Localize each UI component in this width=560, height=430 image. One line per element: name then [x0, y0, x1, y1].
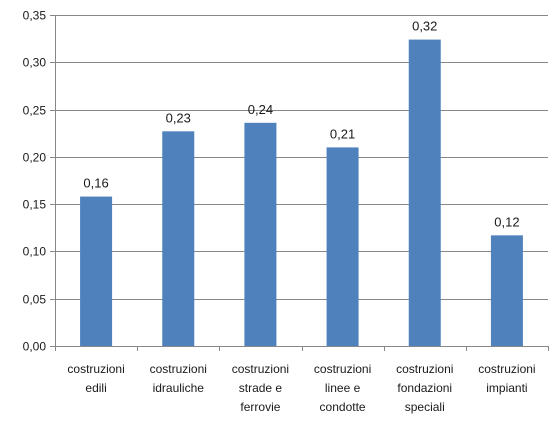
x-category-label-line: costruzioni [396, 362, 453, 376]
labels: 0,00 0,05 0,10 0,15 0,20 0,25 0,30 0,35 0,16 cost… [23, 9, 536, 415]
y-tick-label: 0,25 [23, 104, 47, 118]
x-category-label-line: costruzioni [232, 362, 289, 376]
x-category-label-line: costruzioni [478, 362, 535, 376]
x-category-label-line: condotte [320, 400, 366, 414]
y-tick-label: 0,05 [23, 293, 47, 307]
data-label: 0,24 [248, 102, 273, 117]
x-category-label-line: edili [85, 381, 106, 395]
data-label: 0,23 [166, 110, 191, 125]
y-tick-label: 0,10 [23, 245, 47, 259]
bar [162, 131, 195, 346]
x-category-label-line: costruzioni [67, 362, 124, 376]
y-tick-label: 0,35 [23, 9, 47, 23]
y-tick-label: 0,30 [23, 56, 47, 70]
x-category-label: costruzioni idrauliche [150, 362, 207, 395]
y-tick-label: 0,15 [23, 198, 47, 212]
x-category-label-line: fondazioni [397, 381, 452, 395]
x-category-label-line: linee e [325, 381, 361, 395]
bar [80, 196, 113, 346]
x-category-label: costruzioni impianti [478, 362, 535, 395]
x-category-label-line: costruzioni [314, 362, 371, 376]
x-category-label: costruzioni linee e condotte [314, 362, 371, 414]
x-category-label: costruzioni strade e ferrovie [232, 362, 289, 414]
bar [326, 147, 359, 346]
gridlines [55, 15, 548, 300]
y-tick-label: 0,00 [23, 340, 47, 354]
x-category-label: costruzioni edili [67, 362, 124, 395]
y-tick-label: 0,20 [23, 151, 47, 165]
axes [50, 15, 549, 351]
x-category-label: costruzioni fondazioni speciali [396, 362, 453, 414]
bar [490, 235, 523, 346]
data-label: 0,32 [412, 19, 437, 34]
x-category-label-line: strade e [239, 381, 283, 395]
x-category-label-line: idrauliche [153, 381, 205, 395]
x-category-label-line: impianti [486, 381, 527, 395]
data-label: 0,21 [330, 126, 355, 141]
bar [244, 122, 277, 346]
bar [408, 39, 441, 347]
x-category-label-line: costruzioni [150, 362, 207, 376]
data-label: 0,16 [83, 176, 108, 191]
x-category-label-line: speciali [405, 400, 445, 414]
data-label: 0,12 [494, 214, 519, 229]
x-category-label-line: ferrovie [240, 400, 280, 414]
bar-series [80, 39, 523, 347]
